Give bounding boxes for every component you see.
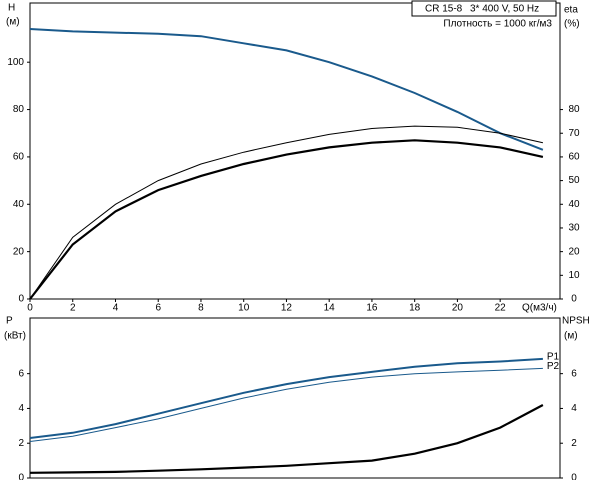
series-line bbox=[29, 125, 544, 300]
series-line bbox=[29, 404, 544, 474]
y2-tick-label: 6 bbox=[571, 368, 577, 379]
y2-tick-label: 0 bbox=[571, 473, 577, 480]
y-tick-label: 20 bbox=[13, 246, 25, 257]
y-tick-label: 4 bbox=[18, 403, 24, 414]
x-tick-label: 22 bbox=[495, 303, 507, 314]
y2-tick-label: 20 bbox=[568, 246, 580, 257]
x-tick-label: 16 bbox=[366, 303, 378, 314]
x-tick-label: 8 bbox=[198, 303, 204, 314]
x-tick-label: 20 bbox=[452, 303, 464, 314]
y2-unit: (м) bbox=[564, 331, 578, 342]
y-tick-label: 40 bbox=[13, 199, 25, 210]
y2-tick-label: 50 bbox=[568, 175, 580, 186]
series-line bbox=[29, 28, 544, 151]
y2-label: NPSH bbox=[562, 316, 590, 327]
plot-frame bbox=[29, 2, 561, 300]
series-line bbox=[29, 357, 543, 439]
y2-unit: (%) bbox=[564, 19, 580, 30]
y-label: H bbox=[8, 3, 15, 14]
y-tick-label: 60 bbox=[13, 152, 25, 163]
y2-tick-label: 30 bbox=[568, 223, 580, 234]
x-label: Q(м3/ч) bbox=[522, 303, 557, 314]
y2-tick-label: 4 bbox=[571, 403, 577, 414]
y-tick-label: 6 bbox=[18, 368, 24, 379]
y2-tick-label: 70 bbox=[568, 128, 580, 139]
info-box bbox=[411, 0, 557, 17]
y-tick-label: 0 bbox=[18, 473, 24, 480]
x-tick-label: 6 bbox=[155, 303, 161, 314]
y-tick-label: 2 bbox=[18, 438, 24, 449]
series-label: P1 bbox=[547, 352, 560, 363]
x-tick-label: 4 bbox=[113, 303, 119, 314]
model: CR 15-8 bbox=[425, 4, 463, 15]
y2-tick-label: 80 bbox=[568, 104, 580, 115]
y2-tick-label: 2 bbox=[571, 438, 577, 449]
y2-tick-label: 0 bbox=[571, 294, 577, 305]
x-tick-label: 18 bbox=[409, 303, 421, 314]
x-tick-label: 14 bbox=[324, 303, 336, 314]
series-line bbox=[29, 367, 543, 442]
x-tick-label: 10 bbox=[238, 303, 250, 314]
plot-frame bbox=[29, 317, 561, 479]
y-label: P bbox=[6, 316, 13, 327]
y-tick-label: 100 bbox=[7, 57, 24, 68]
y2-tick-label: 60 bbox=[568, 152, 580, 163]
y-tick-label: 0 bbox=[18, 294, 24, 305]
supply: 3* 400 V, 50 Hz bbox=[470, 4, 539, 15]
y-tick-label: 80 bbox=[13, 104, 25, 115]
series-line bbox=[29, 139, 544, 300]
x-tick-label: 2 bbox=[70, 303, 76, 314]
density: Плотность = 1000 кг/м3 bbox=[443, 19, 552, 30]
y2-tick-label: 40 bbox=[568, 199, 580, 210]
y-unit: (кВт) bbox=[4, 331, 26, 342]
y2-label: eta bbox=[564, 5, 578, 16]
y-unit: (м) bbox=[6, 17, 20, 28]
series-label: P2 bbox=[547, 361, 560, 372]
x-tick-label: 12 bbox=[281, 303, 293, 314]
y2-tick-label: 10 bbox=[568, 270, 580, 281]
x-tick-label: 0 bbox=[27, 303, 33, 314]
